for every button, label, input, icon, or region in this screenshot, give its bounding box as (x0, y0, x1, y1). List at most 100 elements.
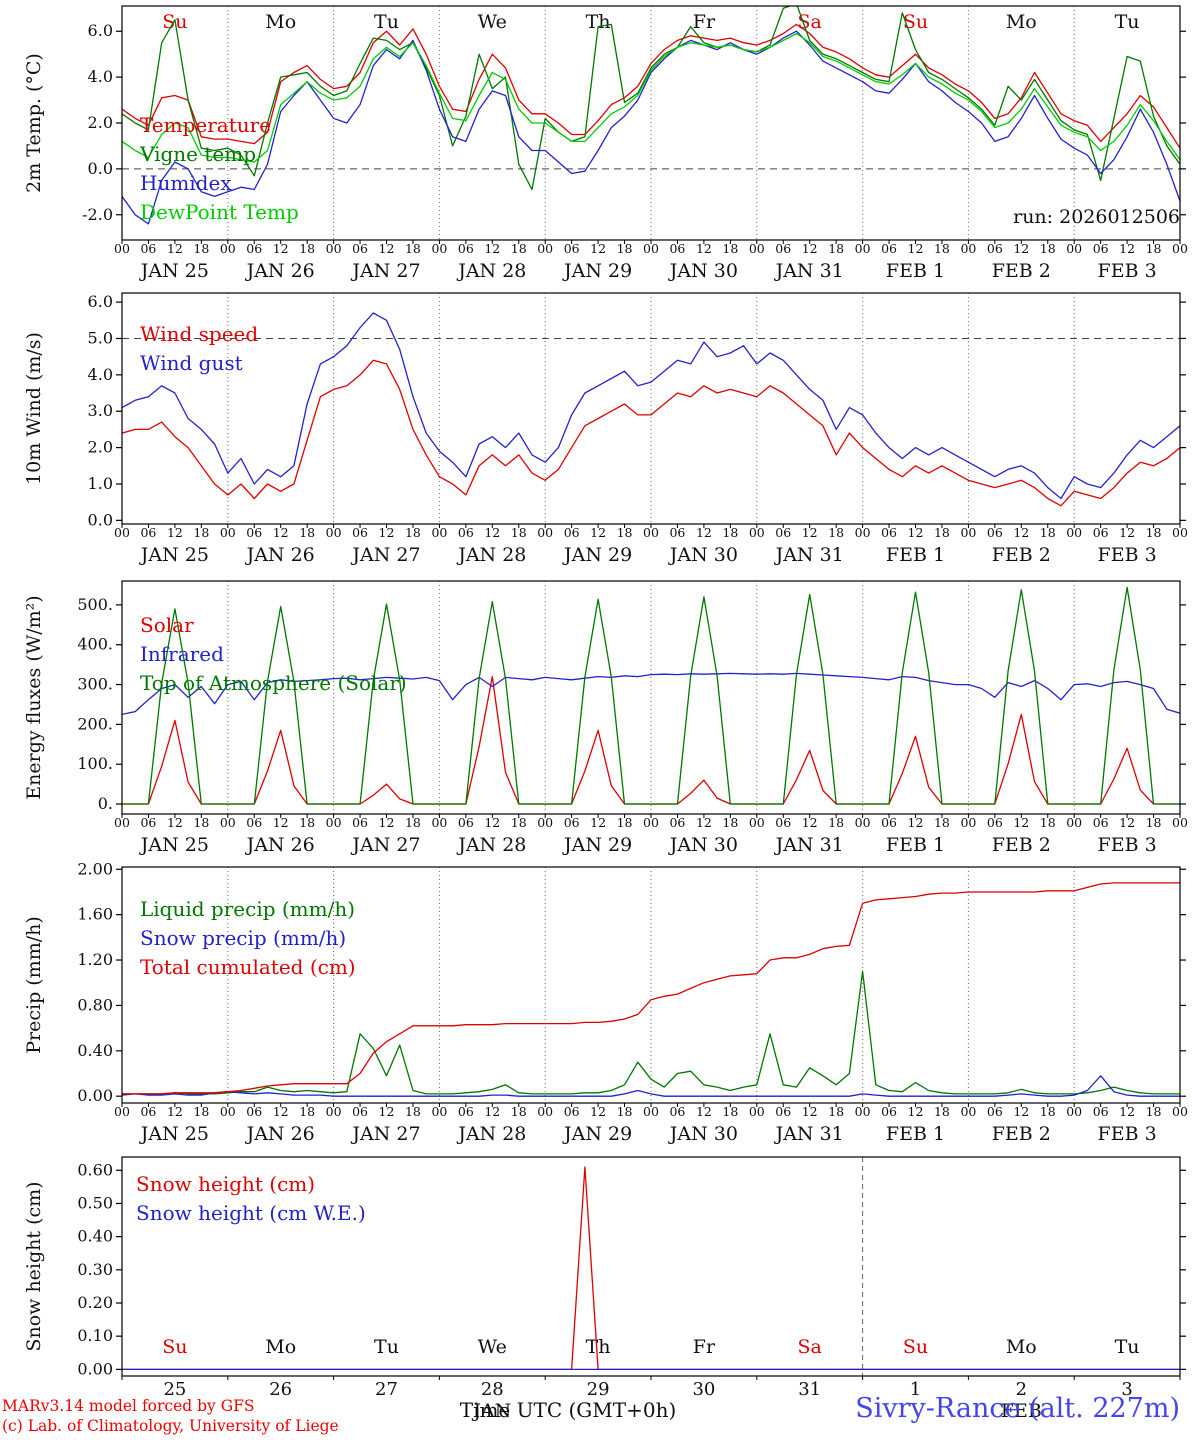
hour-label: 06 (669, 815, 685, 830)
weekday-label: Fr (693, 1336, 716, 1358)
weekday-label: Tu (1115, 1336, 1140, 1358)
day-label: JAN 28 (456, 260, 526, 282)
hour-label: 00 (431, 241, 447, 256)
weekday-label: Th (586, 11, 611, 33)
hour-label: 18 (1040, 815, 1056, 830)
hour-label: 06 (987, 241, 1003, 256)
hour-label: 00 (855, 525, 871, 540)
hour-label: 18 (828, 815, 844, 830)
time-axis-label: Time UTC (GMT+0h) (459, 1398, 677, 1422)
hour-label: 18 (405, 1104, 421, 1119)
day-label: FEB 1 (886, 544, 945, 566)
day-number-label: 25 (163, 1379, 186, 1400)
lab-credit-line: (c) Lab. of Climatology, University of L… (2, 1417, 339, 1435)
day-label: JAN 31 (774, 834, 844, 856)
hour-label: 12 (696, 525, 712, 540)
ytick-label: 0.60 (77, 1160, 113, 1179)
hour-label: 00 (749, 525, 765, 540)
weekday-label: Fr (693, 11, 716, 33)
hour-label: 18 (1146, 525, 1162, 540)
day-label: FEB 1 (886, 1123, 945, 1145)
hour-label: 18 (828, 525, 844, 540)
weekday-label: Mo (1006, 11, 1037, 33)
weekday-label: Mo (265, 1336, 296, 1358)
hour-label: 12 (167, 815, 183, 830)
weekday-label: Su (162, 1336, 187, 1358)
hour-label: 06 (1093, 1104, 1109, 1119)
day-label: JAN 29 (562, 1123, 632, 1145)
hour-label: 00 (643, 815, 659, 830)
series-snow-precip-mm-h (122, 1075, 1180, 1097)
ytick-label: 2.0 (88, 438, 113, 457)
hour-label: 18 (617, 1104, 633, 1119)
hour-label: 12 (590, 1104, 606, 1119)
weekday-label: Mo (1006, 1336, 1037, 1358)
hour-label: 06 (352, 815, 368, 830)
hour-label: 00 (537, 815, 553, 830)
hour-label: 00 (220, 525, 236, 540)
hour-label: 12 (1119, 525, 1135, 540)
hour-label: 12 (379, 525, 395, 540)
day-label: JAN 26 (245, 834, 315, 856)
hour-label: 18 (617, 241, 633, 256)
hour-label: 00 (643, 525, 659, 540)
day-number-label: 30 (692, 1379, 715, 1400)
hour-label: 12 (590, 241, 606, 256)
weekday-label: Sa (798, 11, 822, 33)
hour-label: 12 (696, 1104, 712, 1119)
day-label: FEB 1 (886, 260, 945, 282)
day-label: JAN 30 (668, 1123, 738, 1145)
ytick-label: 4.0 (88, 67, 113, 86)
hour-label: 18 (934, 815, 950, 830)
hour-label: 12 (167, 241, 183, 256)
hour-label: 00 (960, 1104, 976, 1119)
day-label: JAN 26 (245, 260, 315, 282)
hour-label: 06 (352, 525, 368, 540)
day-label: JAN 31 (774, 260, 844, 282)
hour-label: 00 (749, 241, 765, 256)
hour-label: 12 (802, 525, 818, 540)
hour-label: 18 (299, 1104, 315, 1119)
legend-humidex: Humidex (140, 171, 232, 195)
hour-label: 18 (722, 241, 738, 256)
hour-label: 06 (246, 525, 262, 540)
legend-total-cumulated-cm: Total cumulated (cm) (140, 955, 356, 979)
hour-label: 06 (458, 1104, 474, 1119)
hour-label: 12 (273, 241, 289, 256)
legend-snow-precip-mm-h: Snow precip (mm/h) (140, 926, 346, 950)
hour-label: 00 (114, 241, 130, 256)
hour-label: 06 (881, 1104, 897, 1119)
hour-label: 18 (193, 1104, 209, 1119)
hour-label: 06 (987, 1104, 1003, 1119)
hour-label: 06 (246, 241, 262, 256)
hour-label: 00 (114, 525, 130, 540)
ytick-label: 300. (77, 675, 113, 694)
hour-label: 06 (140, 241, 156, 256)
series-wind-speed (122, 359, 1180, 507)
day-label: FEB 2 (992, 544, 1051, 566)
ytick-label: 2.0 (88, 113, 113, 132)
hour-label: 06 (669, 525, 685, 540)
ytick-label: 0.10 (77, 1326, 113, 1345)
ytick-label: 0.40 (77, 1041, 113, 1060)
hour-label: 00 (1172, 815, 1188, 830)
hour-label: 00 (431, 1104, 447, 1119)
ytick-label: 0.80 (77, 995, 113, 1014)
hour-label: 12 (908, 815, 924, 830)
ytick-label: 1.0 (88, 474, 113, 493)
hour-label: 12 (1013, 1104, 1029, 1119)
hour-label: 12 (590, 525, 606, 540)
hour-label: 18 (405, 525, 421, 540)
hour-label: 06 (352, 1104, 368, 1119)
day-number-label: 27 (375, 1379, 398, 1400)
hour-label: 12 (908, 1104, 924, 1119)
legend-dewpoint-temp: DewPoint Temp (140, 200, 299, 224)
hour-label: 00 (220, 815, 236, 830)
hour-label: 18 (934, 241, 950, 256)
month-label: JAN (471, 1400, 511, 1422)
panel-frame (121, 292, 1181, 525)
y-axis-title: 10m Wind (m/s) (23, 332, 45, 485)
y-axis-title: Energy fluxes (W/m²) (23, 595, 45, 799)
